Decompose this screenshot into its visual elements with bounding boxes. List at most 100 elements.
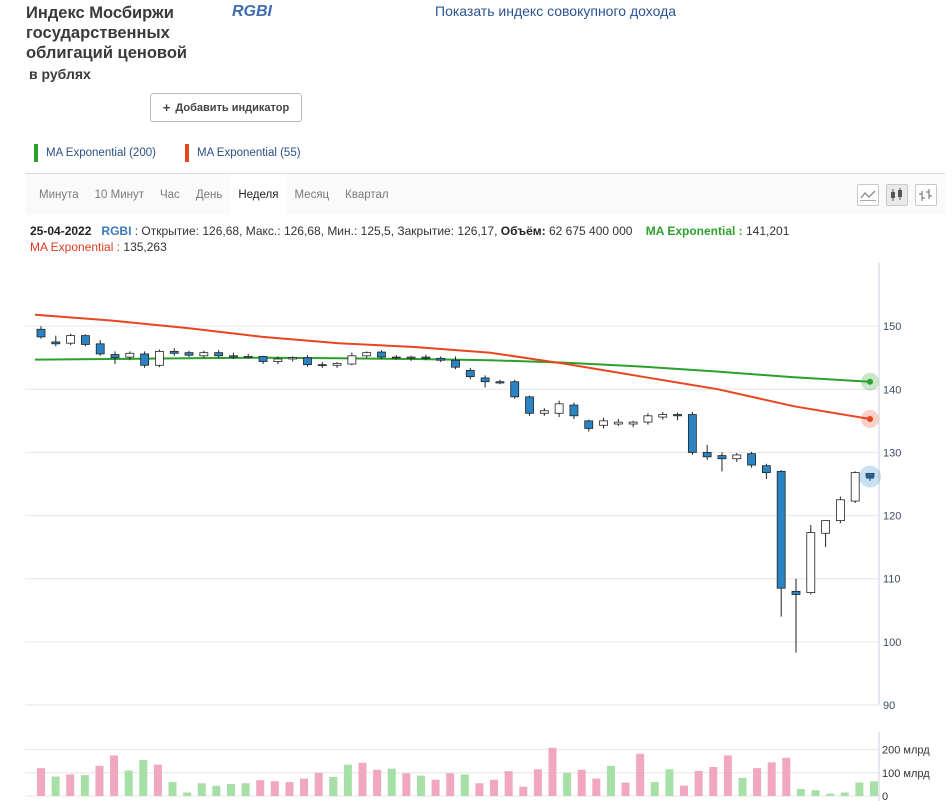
candle-body <box>761 465 771 474</box>
y-tick-label: 90 <box>883 700 895 710</box>
candle-body <box>613 421 623 425</box>
y-tick-label: 120 <box>883 511 901 523</box>
candle-body <box>36 328 46 338</box>
volume-bar <box>519 786 528 796</box>
ohlc-info-line-2: MA Exponential : 135,263 <box>30 239 789 255</box>
tab-10-minutes[interactable]: 10 Минут <box>94 189 144 201</box>
candle-body <box>495 381 505 384</box>
candle-body <box>243 356 253 358</box>
volume-bar <box>329 776 338 796</box>
candle <box>569 402 579 419</box>
ohlc-bars-icon <box>919 189 932 201</box>
volume-bar <box>811 790 820 796</box>
tab-month[interactable]: Месяц <box>294 189 330 201</box>
y-tick-label: 150 <box>883 321 901 333</box>
volume-bar <box>153 764 162 796</box>
volume-bar <box>168 782 177 796</box>
tab-quarter[interactable]: Квартал <box>345 189 389 201</box>
candle-body <box>791 590 801 595</box>
candle-body <box>347 355 357 365</box>
candle-body <box>66 335 76 344</box>
candle <box>95 340 105 356</box>
candle-body <box>658 414 668 418</box>
volume-bar <box>110 755 119 796</box>
line-chart-button[interactable] <box>857 184 879 206</box>
candle <box>465 367 475 380</box>
info-high: 126,68 <box>283 224 321 238</box>
candle <box>732 453 742 462</box>
tab-day[interactable]: День <box>195 189 223 201</box>
candle-body <box>214 352 224 357</box>
candle-body <box>599 420 608 426</box>
legend-item-ma200[interactable]: MA Exponential (200) <box>34 144 156 162</box>
candle-body <box>539 410 549 414</box>
ohlc-info-panel: 25-04-2022 RGBI : Открытие: 126,68, Макс… <box>30 223 789 255</box>
candle-body <box>717 455 727 460</box>
candle <box>451 356 460 370</box>
price-chart[interactable]: 150 140 130 120 110 100 90 <box>0 258 952 710</box>
candle <box>273 356 283 365</box>
candle-body <box>835 499 845 522</box>
info-ticker: RGBI <box>101 224 132 238</box>
info-high-label: Макс.: <box>245 224 281 238</box>
ma200-last-marker <box>867 378 873 385</box>
volume-tick-label: 200 млрд <box>882 745 930 757</box>
candle-body <box>125 352 135 358</box>
candle <box>776 470 786 617</box>
candle <box>243 353 253 359</box>
volume-bar <box>855 782 864 796</box>
info-close-label: Закрытие: <box>397 224 455 238</box>
total-return-index-link[interactable]: Показать индекс совокупного дохода <box>435 3 677 19</box>
candle <box>214 350 224 358</box>
candle-body <box>332 362 342 366</box>
candle-body <box>584 420 594 429</box>
candle <box>317 362 327 368</box>
info-volume: 62 675 400 000 <box>549 224 633 238</box>
volume-bar <box>636 753 645 796</box>
candle <box>510 379 520 399</box>
candle-body <box>554 403 564 414</box>
candle <box>303 355 312 367</box>
y-tick-label: 100 <box>883 637 901 649</box>
candle <box>51 335 61 347</box>
volume-bar <box>358 762 367 796</box>
volume-bar <box>66 774 75 796</box>
volume-chart[interactable]: 200 млрд 100 млрд 0 <box>0 732 952 801</box>
volume-bar <box>197 783 206 796</box>
volume-bar <box>767 762 776 796</box>
candlestick-chart-button[interactable] <box>886 184 908 206</box>
candle <box>362 351 372 358</box>
tab-minute[interactable]: Минута <box>39 189 79 201</box>
candle-body <box>317 364 327 367</box>
add-indicator-button[interactable]: + Добавить индикатор <box>150 93 302 122</box>
period-tabs-bar: Минута 10 Минут Час День Неделя Месяц Кв… <box>25 173 945 216</box>
candle <box>258 355 268 365</box>
ma200-line <box>34 356 871 383</box>
volume-bar <box>621 782 630 796</box>
info-close: 126,17 <box>457 224 495 238</box>
candle-body <box>643 415 653 423</box>
volume-bar <box>796 789 805 796</box>
volume-bar <box>183 792 192 796</box>
candle-body <box>480 377 490 383</box>
volume-bar <box>826 793 835 796</box>
ohlc-bars-button[interactable] <box>915 184 937 206</box>
volume-bar <box>840 792 849 796</box>
candle <box>421 354 431 361</box>
candle-body <box>303 357 312 366</box>
candle <box>658 412 668 420</box>
candle-body <box>199 352 209 357</box>
candle <box>169 348 179 356</box>
volume-bar <box>738 777 747 796</box>
tab-week[interactable]: Неделя <box>230 174 287 216</box>
legend-item-ma55[interactable]: MA Exponential (55) <box>185 144 301 162</box>
volume-bar <box>226 783 235 796</box>
candle-body <box>806 532 816 594</box>
tab-hour[interactable]: Час <box>160 189 180 201</box>
info-ma55-label: MA Exponential : <box>30 240 121 254</box>
candle <box>791 578 801 653</box>
volume-bar <box>606 765 615 796</box>
candle <box>613 418 623 426</box>
candle <box>332 362 342 368</box>
candle <box>391 355 401 360</box>
